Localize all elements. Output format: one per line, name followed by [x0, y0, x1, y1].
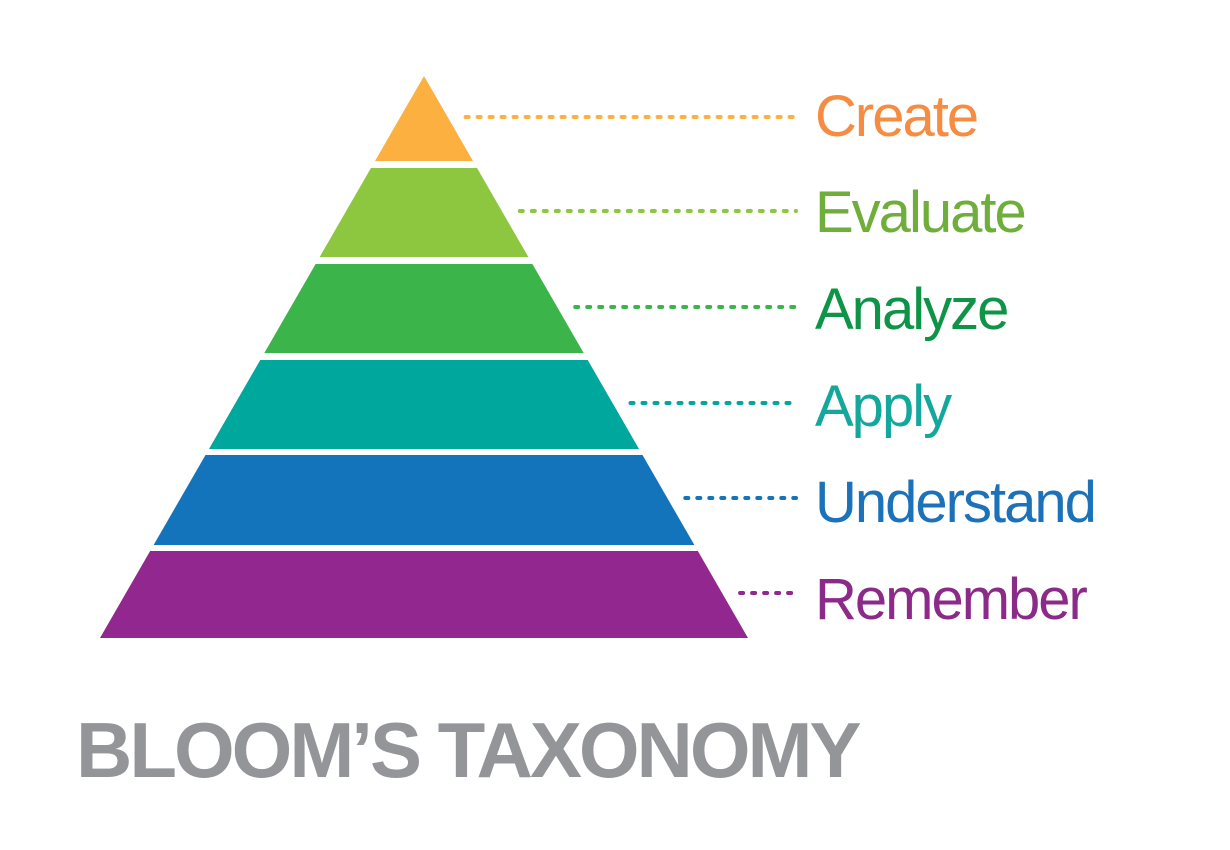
- leader-lines: [463, 115, 798, 595]
- tier-apply: [208, 360, 640, 449]
- tier-analyze: [264, 264, 584, 353]
- tier-remember: [100, 551, 748, 638]
- tier-understand: [153, 455, 695, 545]
- level-labels: Create Evaluate Analyze Apply Understand…: [815, 84, 1097, 632]
- tier-create: [374, 76, 474, 161]
- label-understand: Understand: [815, 470, 1095, 535]
- label-create: Create: [815, 84, 977, 149]
- diagram-title: BLOOM’S TAXONOMY: [76, 706, 861, 794]
- label-remember: Remember: [815, 567, 1088, 632]
- tier-evaluate: [319, 168, 529, 257]
- label-evaluate: Evaluate: [815, 180, 1025, 245]
- label-analyze: Analyze: [815, 277, 1007, 342]
- pyramid: [100, 76, 748, 638]
- label-apply: Apply: [815, 374, 952, 439]
